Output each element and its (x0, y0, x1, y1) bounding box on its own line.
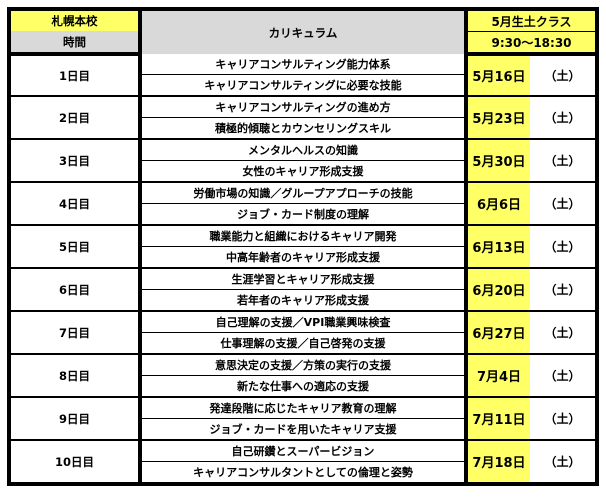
topic-cell: 自己研鑽とスーパービジョン (140, 440, 468, 462)
topic-cell: 積極的傾聴とカウンセリングスキル (140, 117, 468, 140)
day-row-sub: ジョブ・カード制度の理解 (9, 203, 597, 226)
day-row: 5日目 職業能力と組織におけるキャリア開発 6月13日 （土） (9, 225, 597, 269)
session-weekday: （土） (544, 455, 581, 469)
topic-cell: 生涯学習とキャリア形成支援 (140, 268, 468, 290)
day-row-sub: 積極的傾聴とカウンセリングスキル (9, 117, 597, 140)
topic-cell: 職業能力と組織におけるキャリア開発 (140, 225, 468, 247)
session-weekday: （土） (530, 354, 597, 398)
topic-cell: ジョブ・カードを用いたキャリア支援 (140, 418, 468, 441)
topic-cell: 労働市場の知識／グループアプローチの技能 (140, 182, 468, 204)
day-label: 8日目 (9, 354, 142, 398)
day-label: 3日目 (9, 139, 142, 183)
school-name: 札幌本校 (9, 9, 140, 32)
day-label: 9日目 (9, 397, 142, 441)
day-label: 5日目 (9, 225, 142, 269)
topic-cell: キャリアコンサルティング能力体系 (140, 54, 468, 75)
session-weekday: （土） (530, 225, 597, 269)
day-label: 6日目 (9, 268, 142, 312)
day-row-sub: 若年者のキャリア形成支援 (9, 289, 597, 312)
header-row-2: 時間 9:30～18:30 (9, 31, 597, 56)
day-label: 4日目 (9, 182, 142, 226)
session-weekday: （土） (530, 182, 597, 226)
session-date: 5月30日 (466, 139, 530, 183)
session-weekday: （土） (530, 139, 597, 183)
session-date: 6月27日 (466, 311, 530, 355)
session-date: 6月13日 (466, 225, 530, 269)
day-row-sub: 中高年齢者のキャリア形成支援 (9, 246, 597, 269)
session-date: 6月20日 (466, 268, 530, 312)
day-row: 4日目 労働市場の知識／グループアプローチの技能 6月6日 （土） (9, 182, 597, 226)
topic-cell: キャリアコンサルティングに必要な技能 (140, 74, 468, 97)
topic-cell: キャリアコンサルタントとしての倫理と姿勢 (140, 461, 468, 484)
day-row: 3日目 メンタルヘルスの知識 5月30日 （土） (9, 139, 597, 183)
topic-cell: 若年者のキャリア形成支援 (140, 289, 468, 312)
session-date: 5月16日 (466, 54, 530, 97)
day-row-sub: キャリアコンサルティングに必要な技能 (9, 74, 597, 97)
session-date: 7月11日 (466, 397, 530, 441)
day-row: 2日目 キャリアコンサルティングの進め方 5月23日 （土） (9, 96, 597, 140)
topic-cell: 発達段階に応じたキャリア教育の理解 (140, 397, 468, 419)
day-row: 1日目 キャリアコンサルティング能力体系 5月16日 （土） (9, 54, 597, 97)
session-weekday: （土） (530, 268, 597, 312)
time-header: 時間 (9, 31, 140, 56)
topic-cell: 新たな仕事への適応の支援 (140, 375, 468, 398)
header-row-1: 札幌本校 カリキュラム 5月生土クラス (9, 9, 597, 54)
session-weekday: （土） (530, 96, 597, 140)
topic-cell: 意思決定の支援／方策の実行の支援 (140, 354, 468, 376)
day-row-sub: 新たな仕事への適応の支援 (9, 375, 597, 398)
class-name: 5月生土クラス (466, 9, 597, 32)
day-row-sub: ジョブ・カードを用いたキャリア支援 (9, 418, 597, 441)
day-row-sub: 仕事理解の支援／自己啓発の支援 (9, 332, 597, 355)
day-row-sub: キャリアコンサルタントとしての倫理と姿勢 (9, 461, 597, 484)
topic-cell: 女性のキャリア形成支援 (140, 160, 468, 183)
topic-cell: 中高年齢者のキャリア形成支援 (140, 246, 468, 269)
topic-cell: 仕事理解の支援／自己啓発の支援 (140, 332, 468, 355)
session-date: 7月18日 (466, 440, 530, 484)
curriculum-header: カリキュラム (138, 9, 468, 54)
topic-cell: キャリアコンサルティングの進め方 (140, 96, 468, 118)
session-date: 7月4日 (466, 354, 530, 398)
schedule-table: 札幌本校 カリキュラム 5月生土クラス 時間 9:30～18:30 1日目 キャリ… (7, 7, 599, 486)
day-label: 1日目 (9, 54, 142, 97)
day-row: 10日目 自己研鑽とスーパービジョン 7月18日 （土） (9, 440, 597, 484)
topic-cell: ジョブ・カード制度の理解 (140, 203, 468, 226)
topic-cell: 自己理解の支援／VPI職業興味検査 (140, 311, 468, 333)
day-label: 10日目 (9, 440, 142, 484)
session-weekday: （土） (530, 397, 597, 441)
session-weekday: （土） (530, 311, 597, 355)
session-weekday: （土） (530, 54, 597, 97)
day-row-sub: 女性のキャリア形成支援 (9, 160, 597, 183)
day-row: 6日目 生涯学習とキャリア形成支援 6月20日 （土） (9, 268, 597, 312)
day-row: 9日目 発達段階に応じたキャリア教育の理解 7月11日 （土） (9, 397, 597, 441)
topic-cell: メンタルヘルスの知識 (140, 139, 468, 161)
class-hours: 9:30～18:30 (466, 31, 597, 56)
session-date: 5月23日 (466, 96, 530, 140)
day-label: 7日目 (9, 311, 142, 355)
day-label: 2日目 (9, 96, 142, 140)
session-date: 6月6日 (466, 182, 530, 226)
day-row: 8日目 意思決定の支援／方策の実行の支援 7月4日 （土） (9, 354, 597, 398)
day-row: 7日目 自己理解の支援／VPI職業興味検査 6月27日 （土） (9, 311, 597, 355)
